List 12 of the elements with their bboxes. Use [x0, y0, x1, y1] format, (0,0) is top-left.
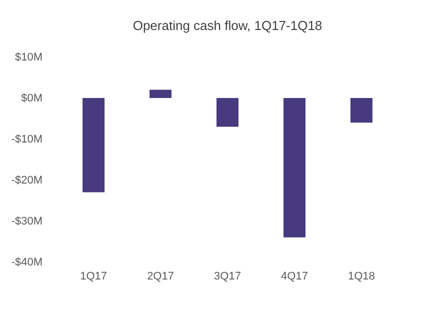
y-tick-label: -$30M — [11, 216, 42, 228]
x-tick-label: 4Q17 — [281, 270, 308, 282]
y-tick-label: -$40M — [11, 256, 42, 268]
y-tick-label: $10M — [14, 52, 42, 64]
x-tick-label: 1Q18 — [348, 270, 375, 282]
y-tick-label: $0M — [21, 92, 42, 104]
x-tick-label: 3Q17 — [214, 270, 241, 282]
x-tick-label: 1Q17 — [80, 270, 107, 282]
y-tick-label: -$10M — [11, 134, 42, 146]
chart-title: Operating cash flow, 1Q17-1Q18 — [132, 18, 322, 33]
x-tick-label: 2Q17 — [147, 270, 174, 282]
y-tick-label: -$20M — [11, 174, 42, 186]
